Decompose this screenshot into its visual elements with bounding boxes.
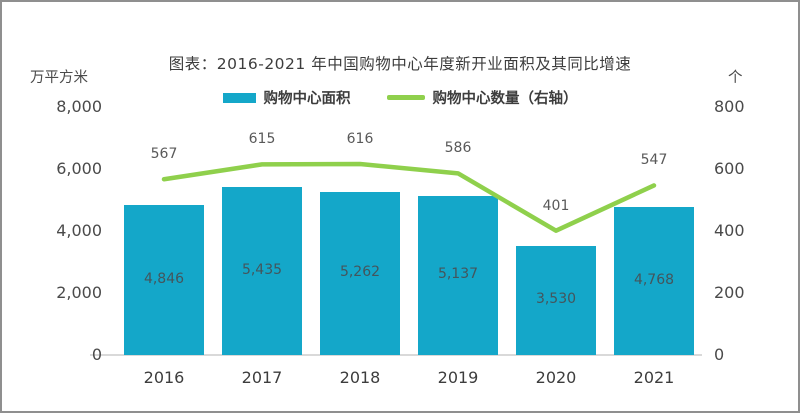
chart-title: 图表：2016-2021 年中国购物中心年度新开业面积及其同比增速 <box>168 55 632 73</box>
line-value-label: 615 <box>248 131 276 148</box>
x-axis-label: 2021 <box>633 368 675 387</box>
bar-value-label: 5,262 <box>339 264 381 281</box>
y-axis-tick-right: 400 <box>714 221 745 240</box>
line-value-label: 586 <box>444 140 472 157</box>
x-axis-label: 2019 <box>437 368 479 387</box>
line-value-label: 616 <box>346 131 374 148</box>
bar <box>516 245 596 355</box>
y-axis-tick-right: 0 <box>714 345 725 364</box>
bar <box>418 195 498 355</box>
bar-value-label: 5,435 <box>241 261 283 278</box>
y-axis-tick-left: 6,000 <box>56 159 102 178</box>
bar <box>614 207 694 355</box>
y-axis-tick-left: 0 <box>91 345 102 364</box>
x-axis-label: 2018 <box>339 368 381 387</box>
bar <box>124 204 204 355</box>
line-value-label: 547 <box>640 152 668 169</box>
bar-value-label: 5,137 <box>437 266 479 283</box>
bar <box>222 186 302 355</box>
x-axis-label: 2016 <box>143 368 185 387</box>
x-axis-label: 2020 <box>535 368 577 387</box>
y-axis-tick-right: 800 <box>714 97 745 116</box>
left-axis-unit: 万平方米 <box>30 70 88 86</box>
legend-item-count: 购物中心数量（右轴） <box>386 87 578 108</box>
y-axis-tick-left: 8,000 <box>56 97 102 116</box>
y-axis-tick-right: 600 <box>714 159 745 178</box>
trend-line <box>161 161 657 233</box>
line-legend-swatch-icon <box>386 95 425 100</box>
legend-label-count: 购物中心数量（右轴） <box>432 91 578 107</box>
line-value-label: 567 <box>150 146 178 163</box>
legend-item-area: 购物中心面积 <box>222 87 351 108</box>
trend-line-path <box>161 161 657 233</box>
bar-legend-swatch-icon <box>222 92 256 103</box>
legend: 购物中心面积 购物中心数量（右轴） <box>2 87 798 108</box>
y-axis-tick-left: 2,000 <box>56 283 102 302</box>
line-value-label: 401 <box>542 197 570 214</box>
bar-value-label: 4,846 <box>143 270 185 287</box>
bar <box>320 191 400 355</box>
right-axis-unit: 个 <box>728 70 743 86</box>
y-axis-tick-right: 200 <box>714 283 745 302</box>
y-axis-tick-left: 4,000 <box>56 221 102 240</box>
legend-label-area: 购物中心面积 <box>263 91 351 107</box>
x-axis-label: 2017 <box>241 368 283 387</box>
bar-value-label: 3,530 <box>535 291 577 308</box>
x-axis-line <box>90 354 702 356</box>
bar-value-label: 4,768 <box>633 272 675 289</box>
